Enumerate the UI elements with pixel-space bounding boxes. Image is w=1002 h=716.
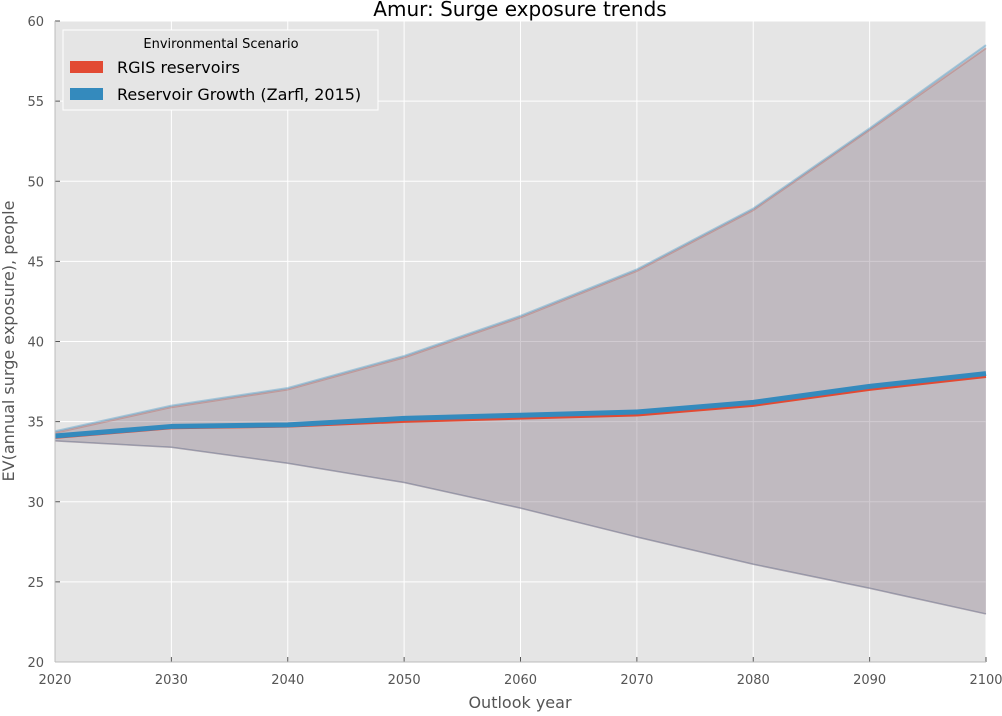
y-tick-label: 60 [27,15,44,30]
legend-swatch-zarfl [70,88,103,100]
uncertainty-band-1 [55,45,986,614]
legend-swatch-rgis [70,61,103,73]
y-axis-label: EV(annual surge exposure), people [0,201,18,482]
x-tick-label: 2020 [38,673,71,688]
y-tick-label: 30 [27,496,44,511]
x-tick-label: 2030 [155,673,188,688]
chart-title: Amur: Surge exposure trends [373,0,666,21]
band-lower-edge-1 [54,440,987,615]
uncertainty-bands [54,44,987,615]
y-tick-label: 25 [27,576,44,591]
y-tick-label: 55 [27,95,44,110]
uncertainty-band-0 [55,48,986,614]
axes [54,20,987,663]
x-tick-label: 2100 [969,673,1002,688]
y-tick-label: 50 [27,175,44,190]
x-axis-label: Outlook year [468,693,572,712]
y-tick-label: 45 [27,255,44,270]
y-tick-label: 40 [27,336,44,351]
x-tick-label: 2090 [853,673,886,688]
band-upper-edge-0 [54,47,987,434]
legend-label-zarfl: Reservoir Growth (Zarfl, 2015) [117,85,361,104]
legend-box [62,29,379,111]
series-line-1 [54,371,987,439]
x-tick-label: 2070 [620,673,653,688]
x-tick-label: 2060 [504,673,537,688]
band-upper-edge-1 [54,44,987,433]
legend-title: Environmental Scenario [143,37,298,52]
y-tick-label: 20 [27,656,44,671]
y-tick-label: 35 [27,416,44,431]
x-tick-label: 2050 [388,673,421,688]
legend: Environmental Scenario RGIS reservoirs R… [62,29,379,111]
band-lower-edge-0 [54,440,987,615]
x-tick-label: 2080 [737,673,770,688]
legend-label-rgis: RGIS reservoirs [117,58,240,77]
tick-labels: 2020 2030 2040 2050 2060 2070 2080 2090 2100 20 25… [27,15,1002,688]
series-lines [54,371,987,439]
x-tick-label: 2040 [271,673,304,688]
